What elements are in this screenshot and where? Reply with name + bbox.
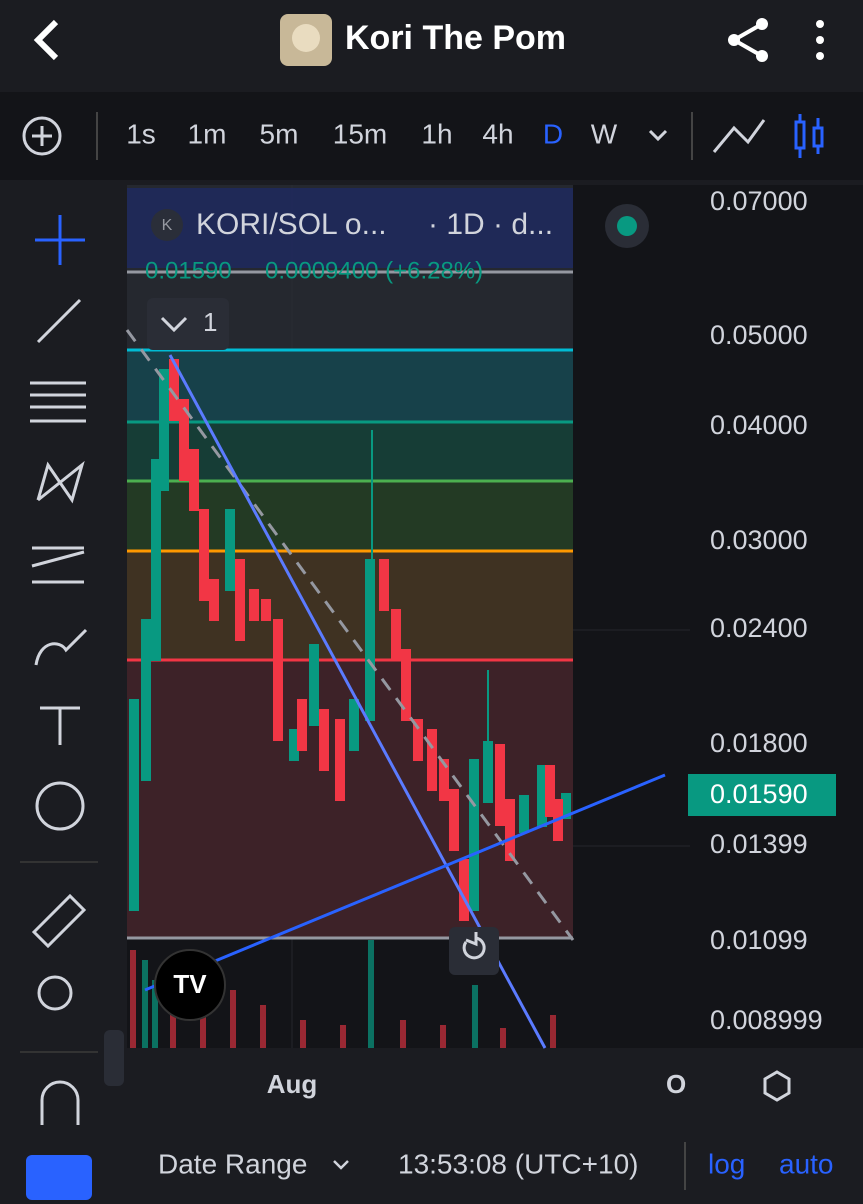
price-label: 0.05000 bbox=[710, 320, 808, 350]
line-chart-button[interactable] bbox=[712, 119, 766, 153]
legend-change: 0.0009400 (+6.28%) bbox=[265, 257, 483, 284]
price-label: 0.07000 bbox=[710, 186, 808, 216]
avatar-face bbox=[292, 24, 320, 52]
footer bbox=[127, 1120, 863, 1200]
legend-box bbox=[127, 188, 573, 268]
emoji-tool[interactable] bbox=[35, 781, 85, 831]
legend-meta: · 1D · d... bbox=[428, 208, 553, 241]
crosshair-tool[interactable] bbox=[35, 215, 85, 265]
date-range-chevron bbox=[333, 1160, 349, 1170]
current-price-badge bbox=[688, 774, 836, 816]
draw-mode-button[interactable] bbox=[26, 1155, 92, 1200]
auto-toggle[interactable]: auto bbox=[779, 1148, 834, 1179]
current-price: 0.01590 bbox=[710, 779, 808, 809]
reset-icon bbox=[462, 932, 486, 960]
projection-tool[interactable] bbox=[31, 546, 85, 584]
trend-line bbox=[144, 773, 666, 992]
settings-button[interactable] bbox=[763, 1070, 791, 1102]
status-dot bbox=[617, 216, 637, 236]
title: Kori The Pom bbox=[345, 19, 566, 57]
collapse-button[interactable] bbox=[147, 298, 229, 350]
price-label: 0.01399 bbox=[710, 829, 808, 859]
legend-symbol: KORI/SOL o... bbox=[196, 208, 387, 241]
brush-tool[interactable] bbox=[34, 628, 88, 666]
zoom-tool[interactable] bbox=[37, 975, 73, 1011]
price-label: 0.03000 bbox=[710, 525, 808, 555]
time-axis bbox=[127, 1050, 863, 1120]
ruler-tool[interactable] bbox=[31, 893, 87, 949]
trendline-tool[interactable] bbox=[36, 298, 82, 344]
logo-mark: TV bbox=[173, 969, 207, 999]
time-label: Aug bbox=[267, 1069, 318, 1099]
add-button[interactable] bbox=[22, 116, 62, 156]
back-button[interactable] bbox=[33, 19, 59, 61]
collapse-chevron bbox=[160, 316, 188, 333]
fib-tool[interactable] bbox=[30, 381, 86, 423]
date-range-button[interactable]: Date Range bbox=[158, 1148, 307, 1179]
symbol-icon-letter: K bbox=[162, 217, 173, 234]
top-bar bbox=[0, 0, 863, 92]
reset-button[interactable] bbox=[449, 927, 499, 975]
candles bbox=[129, 359, 571, 921]
interval-button[interactable]: 1s bbox=[126, 118, 156, 149]
price-label: 0.04000 bbox=[710, 410, 808, 440]
more-intervals[interactable] bbox=[648, 129, 668, 142]
trend-line-dashed bbox=[125, 329, 575, 941]
interval-button[interactable]: W bbox=[591, 118, 618, 149]
price-label: 0.008999 bbox=[710, 1005, 823, 1035]
share-button[interactable] bbox=[728, 18, 768, 62]
legend-price: 0.01590 bbox=[145, 257, 232, 284]
interval-bar bbox=[0, 92, 863, 180]
fib-band bbox=[127, 350, 573, 422]
tool-panel bbox=[0, 185, 118, 1200]
volume-bars bbox=[130, 940, 556, 1048]
candle-chart-button[interactable] bbox=[794, 114, 824, 158]
time-label: O bbox=[666, 1069, 686, 1099]
interval-button[interactable]: 4h bbox=[482, 118, 513, 149]
interval-button[interactable]: 1m bbox=[188, 118, 227, 149]
pattern-tool[interactable] bbox=[36, 460, 85, 504]
text-tool[interactable] bbox=[40, 706, 80, 745]
log-toggle[interactable]: log bbox=[708, 1148, 745, 1179]
menu-button[interactable] bbox=[816, 20, 824, 60]
tradingview-logo[interactable] bbox=[154, 949, 226, 1021]
interval-button[interactable]: 1h bbox=[421, 118, 452, 149]
fib-band bbox=[127, 551, 573, 660]
magnet-tool[interactable] bbox=[40, 1080, 80, 1125]
interval-button[interactable]: 15m bbox=[333, 118, 387, 149]
interval-button[interactable]: D bbox=[543, 118, 563, 149]
clock: 13:53:08 (UTC+10) bbox=[398, 1148, 638, 1179]
collapse-panel-button[interactable] bbox=[104, 1030, 124, 1086]
price-label: 0.02400 bbox=[710, 613, 808, 643]
collapse-count: 1 bbox=[203, 307, 217, 337]
price-label: 0.01099 bbox=[710, 925, 808, 955]
interval-button[interactable]: 5m bbox=[260, 118, 299, 149]
symbol-icon bbox=[151, 209, 183, 241]
price-label: 0.01800 bbox=[710, 728, 808, 758]
